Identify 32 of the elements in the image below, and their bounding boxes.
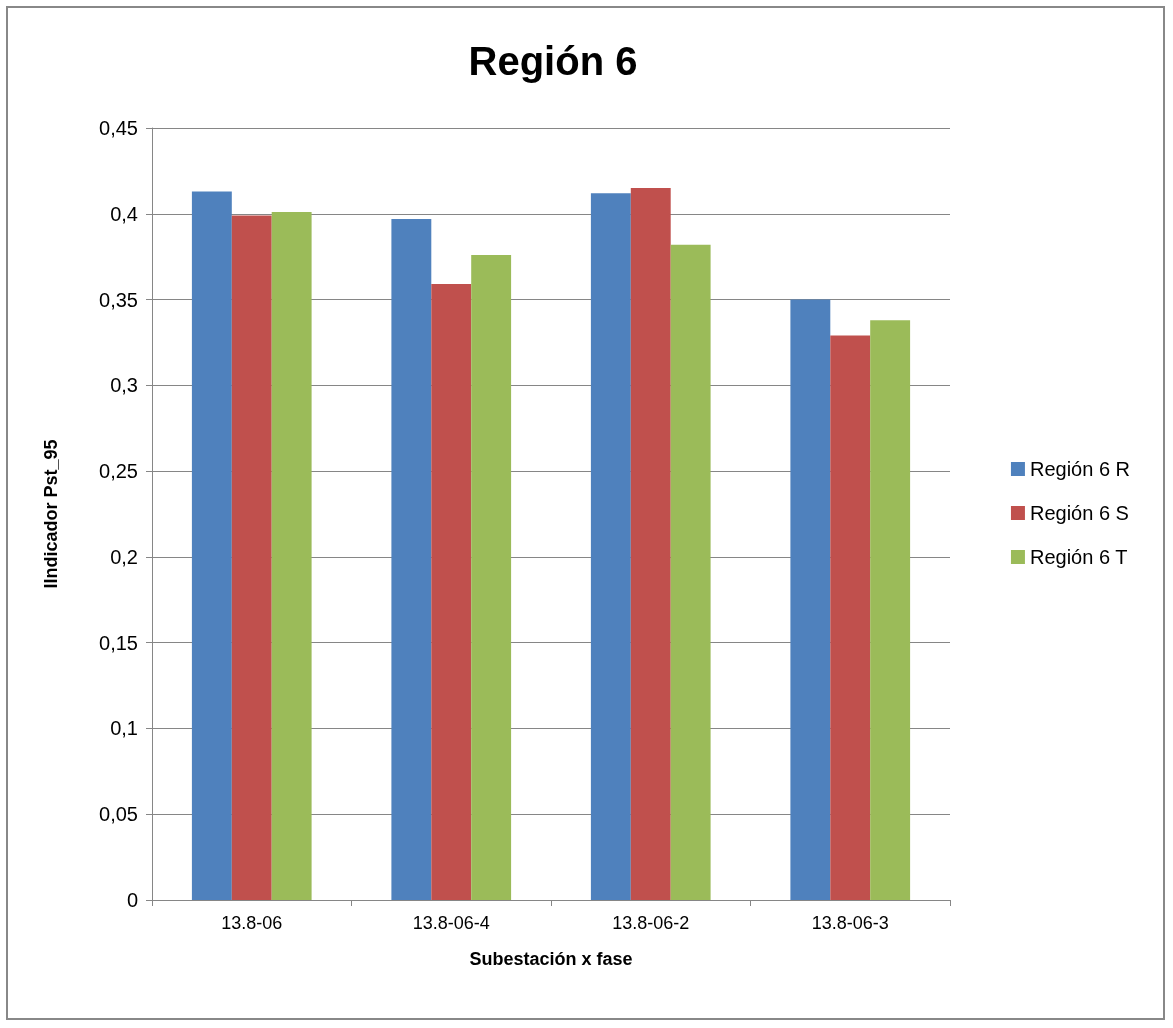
y-tick-label: 0,2 — [110, 545, 138, 568]
bar — [590, 193, 631, 900]
bar — [630, 188, 671, 900]
bar — [431, 284, 472, 900]
legend-label: Región 6 T — [1029, 546, 1128, 568]
x-tick-label: 13.8-06-3 — [811, 913, 889, 933]
y-axis-title: IIndicador Pst_95 — [41, 439, 61, 589]
y-tick-label: 0 — [126, 889, 138, 911]
bar — [790, 299, 831, 900]
bar — [670, 244, 711, 900]
bar — [271, 212, 312, 900]
y-tick-label: 0,4 — [110, 202, 138, 225]
x-tick-label: 13.8-06-4 — [412, 913, 490, 933]
y-tick-label: 0,1 — [110, 717, 138, 740]
y-tick-label: 0,05 — [99, 803, 138, 826]
chart-title: Región 6 — [468, 39, 638, 83]
y-tick-label: 0,45 — [99, 117, 138, 139]
bar — [870, 320, 911, 900]
bar — [391, 218, 432, 900]
x-axis-title: Subestación x fase — [469, 949, 633, 969]
legend-label: Región 6 R — [1029, 458, 1130, 480]
x-tick-label: 13.8-06 — [221, 913, 283, 933]
legend-label: Región 6 S — [1029, 502, 1129, 524]
bar — [830, 335, 871, 900]
bar — [471, 254, 512, 900]
y-tick-label: 0,35 — [99, 288, 138, 311]
y-tick-label: 0,15 — [99, 631, 138, 654]
bar — [231, 215, 272, 900]
y-tick-label: 0,25 — [99, 460, 138, 483]
bar — [191, 191, 232, 900]
x-tick-label: 13.8-06-2 — [612, 913, 690, 933]
y-tick-label: 0,3 — [110, 374, 138, 397]
